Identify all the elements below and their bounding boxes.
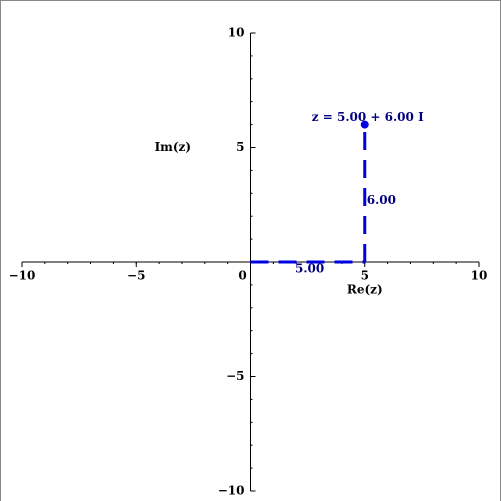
y-tick-label: −10 [218, 484, 245, 498]
x-tick-label: 0 [238, 269, 246, 283]
y-tick-label: 5 [236, 140, 244, 154]
x-tick-label: 5 [361, 269, 369, 283]
point [360, 120, 369, 129]
x-tick-label: −10 [9, 269, 36, 283]
point-label: z = 5.00 + 6.00 I [312, 110, 424, 124]
y-axis-label: Im(z) [155, 140, 191, 154]
x-tick-label: −5 [127, 269, 145, 283]
x-value-label: 5.00 [295, 262, 324, 276]
x-axis-label: Re(z) [347, 283, 383, 297]
y-tick-label: −5 [226, 369, 244, 383]
y-tick-label: 10 [228, 26, 245, 40]
x-tick-label: 10 [471, 269, 488, 283]
value-label: 6.00 [367, 193, 396, 207]
